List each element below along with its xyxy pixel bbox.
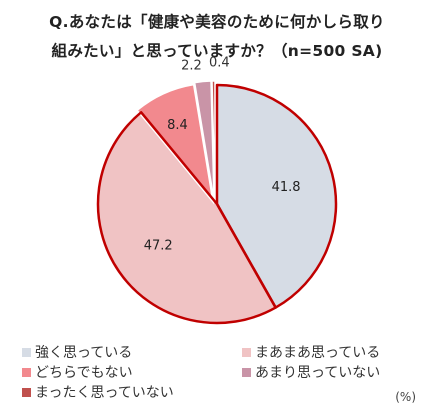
legend-item: 強く思っている [22,342,132,362]
legend-swatch [22,347,31,357]
slice-value-label: 41.8 [272,180,301,195]
legend-item: あまり思っていない [242,362,380,382]
chart-title-line-1: Q.あなたは「健康や美容のために何かしら取り [49,13,385,31]
legend-label: あまり思っていない [255,365,381,381]
unit-label: (%) [395,390,416,404]
chart-title: Q.あなたは「健康や美容のために何かしら取り 組みたい」と思っていますか？（n=… [0,8,434,66]
legend-item: まったく思っていない [22,382,174,402]
legend-label: 強く思っている [35,345,133,361]
slice-value-label: 8.4 [167,118,188,133]
slice-value-label: 2.2 [181,58,202,73]
slice-highlight-outline [96,111,277,325]
legend-swatch [22,367,31,377]
legend-label: まったく思っていない [35,385,174,401]
legend-item: まあまあ思っている [242,342,380,362]
slice-highlight-outline [215,83,338,309]
legend-swatch [242,347,251,357]
legend-item: どちらでもない [22,362,133,382]
chart-title-line-2: 組みたい」と思っていますか？（n=500 SA) [51,42,383,60]
pie-slice [193,80,215,201]
slice-value-label: 0.4 [209,56,230,71]
slice-value-label: 47.2 [144,239,173,254]
legend-label: まあまあ思っている [255,345,381,361]
legend-swatch [22,387,31,397]
legend-label: どちらでもない [35,365,133,381]
pie-slice [136,83,215,205]
pie-slice [211,80,216,201]
legend-swatch [242,367,251,377]
